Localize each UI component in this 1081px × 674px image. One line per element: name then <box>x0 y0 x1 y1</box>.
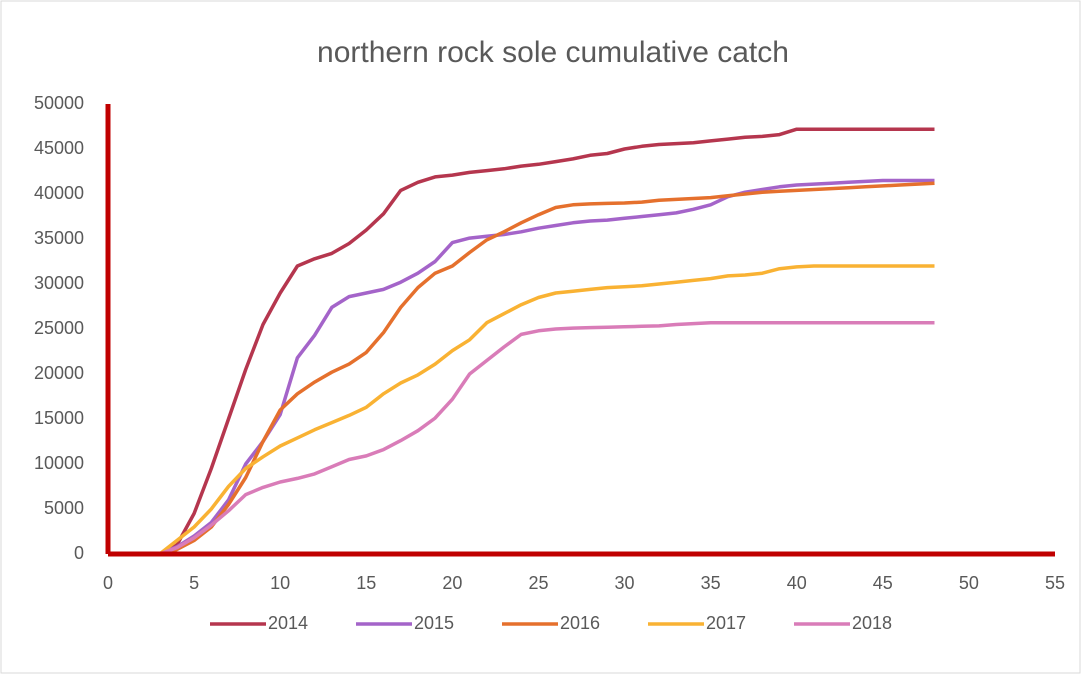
y-tick-label: 0 <box>74 543 84 563</box>
y-tick-label: 5000 <box>44 498 84 518</box>
y-tick-label: 30000 <box>34 273 84 293</box>
chart-title: northern rock sole cumulative catch <box>317 36 789 69</box>
legend-label: 2014 <box>268 613 308 633</box>
legend-label: 2018 <box>852 613 892 633</box>
y-tick-label: 10000 <box>34 453 84 473</box>
x-tick-label: 30 <box>615 573 635 593</box>
x-tick-label: 10 <box>270 573 290 593</box>
y-tick-label: 25000 <box>34 318 84 338</box>
y-tick-label: 35000 <box>34 228 84 248</box>
x-tick-label: 50 <box>959 573 979 593</box>
y-tick-label: 50000 <box>34 93 84 113</box>
x-tick-label: 20 <box>442 573 462 593</box>
y-tick-label: 20000 <box>34 363 84 383</box>
x-tick-label: 25 <box>528 573 548 593</box>
x-tick-label: 45 <box>873 573 893 593</box>
legend-label: 2016 <box>560 613 600 633</box>
series-line <box>125 320 935 556</box>
y-tick-label: 40000 <box>34 183 84 203</box>
series-line <box>125 127 935 556</box>
x-tick-label: 35 <box>701 573 721 593</box>
legend-label: 2015 <box>414 613 454 633</box>
legend-label: 2017 <box>706 613 746 633</box>
x-tick-label: 55 <box>1045 573 1065 593</box>
y-tick-label: 15000 <box>34 408 84 428</box>
y-tick-label: 45000 <box>34 138 84 158</box>
series-line <box>125 264 935 556</box>
series-line <box>125 181 935 556</box>
x-tick-label: 0 <box>103 573 113 593</box>
x-tick-label: 5 <box>189 573 199 593</box>
x-tick-label: 40 <box>787 573 807 593</box>
x-tick-label: 15 <box>356 573 376 593</box>
